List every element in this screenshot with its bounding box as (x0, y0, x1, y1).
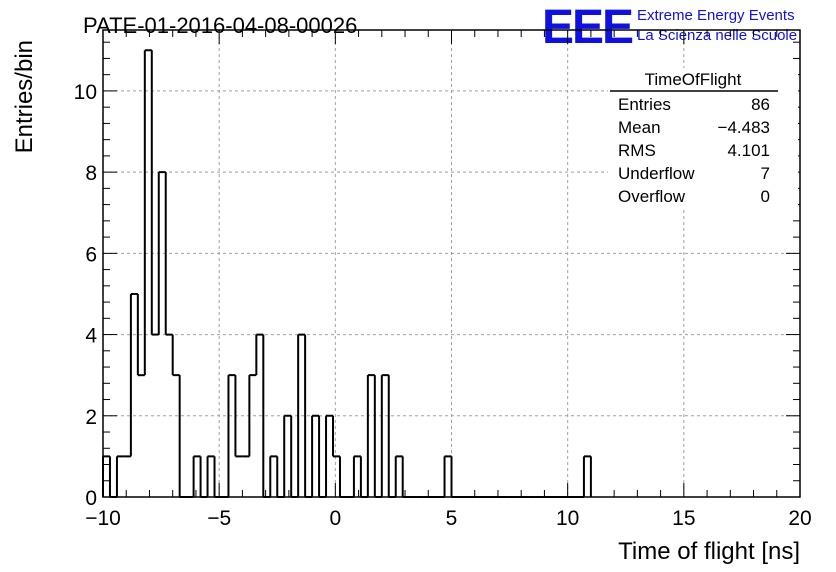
x-axis-label: Time of flight [ns] (618, 538, 800, 565)
histogram-bin (102, 455, 111, 497)
logo-line-2: La Scienza nelle Scuole (637, 27, 797, 44)
y-tick-label: 2 (85, 406, 97, 429)
histogram-bin (311, 414, 321, 497)
histogram-bin (352, 455, 362, 497)
x-tick-label: 10 (556, 507, 579, 530)
x-tick-label: 20 (788, 507, 811, 530)
stats-row-label: Overflow (618, 187, 686, 206)
histogram-bin (115, 455, 124, 497)
histogram-bin (297, 333, 307, 497)
y-tick-label: 4 (85, 325, 97, 348)
logo-mark: EEE (542, 1, 633, 54)
stats-row-value: 7 (761, 164, 770, 183)
y-axis-label: Entries/bin (11, 40, 38, 153)
x-tick-label: −10 (85, 507, 121, 530)
grid (103, 30, 800, 497)
stats-row-value: 4.101 (727, 141, 770, 160)
stats-row-label: Mean (618, 118, 661, 137)
histogram-bin (325, 414, 335, 497)
stats-row-label: RMS (618, 141, 656, 160)
histogram-bin (443, 455, 453, 497)
histogram-bin (333, 455, 341, 497)
stats-row-label: Entries (618, 95, 671, 114)
stats-row-value: 86 (751, 95, 770, 114)
stats-box-title: TimeOfFlight (645, 70, 742, 89)
x-tick-label: 15 (672, 507, 695, 530)
histogram-bin (255, 333, 265, 497)
histogram-bin (380, 374, 390, 497)
x-tick-labels: −10 −5 0 5 10 15 20 (85, 507, 811, 530)
chart-title: PATE-01-2016-04-08-00026 (83, 13, 357, 38)
x-tick-label: 5 (446, 507, 458, 530)
stats-row-value: 0 (761, 187, 770, 206)
y-tick-label: 8 (85, 162, 97, 185)
histogram-bin (206, 455, 216, 497)
eee-logo: EEE Extreme Energy Events La Scienza nel… (542, 1, 797, 54)
histogram-bin (165, 333, 174, 376)
histogram-bin (248, 374, 257, 457)
logo-line-1: Extreme Energy Events (637, 7, 795, 24)
histogram-bin (129, 292, 139, 457)
stats-box: TimeOfFlight Entries 86 Mean −4.483 RMS 4.101… (608, 68, 798, 208)
stats-row-value: −4.483 (718, 118, 770, 137)
x-tick-label: 0 (329, 507, 341, 530)
histogram-bin (157, 171, 167, 335)
histogram-bin (143, 49, 153, 376)
x-tick-label: −5 (207, 507, 231, 530)
axis-ticks (102, 30, 801, 498)
histogram-bin (394, 455, 404, 497)
y-tick-label: 0 (85, 487, 97, 510)
stats-box-rows: Entries 86 Mean −4.483 RMS 4.101 Underflow 7 Ove… (618, 95, 770, 206)
y-tick-label: 10 (74, 81, 97, 104)
y-tick-labels: 0 2 4 6 8 10 (74, 81, 98, 510)
histogram-bin (192, 455, 202, 497)
histogram-bars (102, 49, 592, 498)
y-tick-label: 6 (85, 243, 97, 266)
histogram-bin (366, 374, 376, 497)
histogram-bin (172, 374, 181, 497)
stats-row-label: Underflow (618, 164, 695, 183)
histogram-bin (283, 414, 293, 497)
histogram-bin (582, 455, 592, 497)
histogram-bin (227, 374, 237, 497)
histogram-bin (269, 455, 279, 497)
